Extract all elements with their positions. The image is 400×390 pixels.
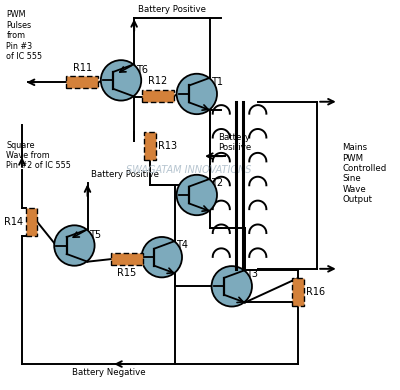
- Bar: [111, 253, 143, 265]
- Text: Battery Negative: Battery Negative: [72, 368, 146, 377]
- Text: Battery
Positive: Battery Positive: [218, 133, 251, 152]
- Text: SWAGATAM INNOVATIONS: SWAGATAM INNOVATIONS: [126, 165, 252, 175]
- Bar: [26, 208, 38, 236]
- Bar: [142, 90, 174, 102]
- Text: T6: T6: [136, 65, 148, 75]
- Text: T5: T5: [89, 230, 101, 240]
- Circle shape: [176, 74, 217, 114]
- Text: R13: R13: [158, 142, 177, 151]
- Circle shape: [101, 60, 141, 101]
- Text: R11: R11: [72, 62, 92, 73]
- Text: T3: T3: [246, 269, 258, 279]
- Text: T4: T4: [176, 240, 188, 250]
- Text: PWM
Pulses
from
Pin #3
of IC 555: PWM Pulses from Pin #3 of IC 555: [6, 11, 42, 61]
- Circle shape: [212, 266, 252, 307]
- Bar: [292, 278, 304, 306]
- Bar: [144, 133, 156, 160]
- Text: T2: T2: [211, 178, 224, 188]
- Text: Mains
PWM
Controlled
Sine
Wave
Output: Mains PWM Controlled Sine Wave Output: [342, 143, 387, 204]
- Text: R14: R14: [4, 217, 23, 227]
- Text: R15: R15: [117, 268, 136, 278]
- Text: T1: T1: [211, 77, 223, 87]
- Text: R12: R12: [148, 76, 168, 86]
- Text: Battery Positive: Battery Positive: [92, 170, 160, 179]
- Circle shape: [142, 237, 182, 277]
- Text: Battery Positive: Battery Positive: [138, 5, 206, 14]
- Text: R16: R16: [306, 287, 326, 297]
- Circle shape: [54, 225, 94, 266]
- Circle shape: [176, 175, 217, 215]
- Text: Square
Wave from
Pin #2 of IC 555: Square Wave from Pin #2 of IC 555: [6, 140, 71, 170]
- Bar: [66, 76, 98, 88]
